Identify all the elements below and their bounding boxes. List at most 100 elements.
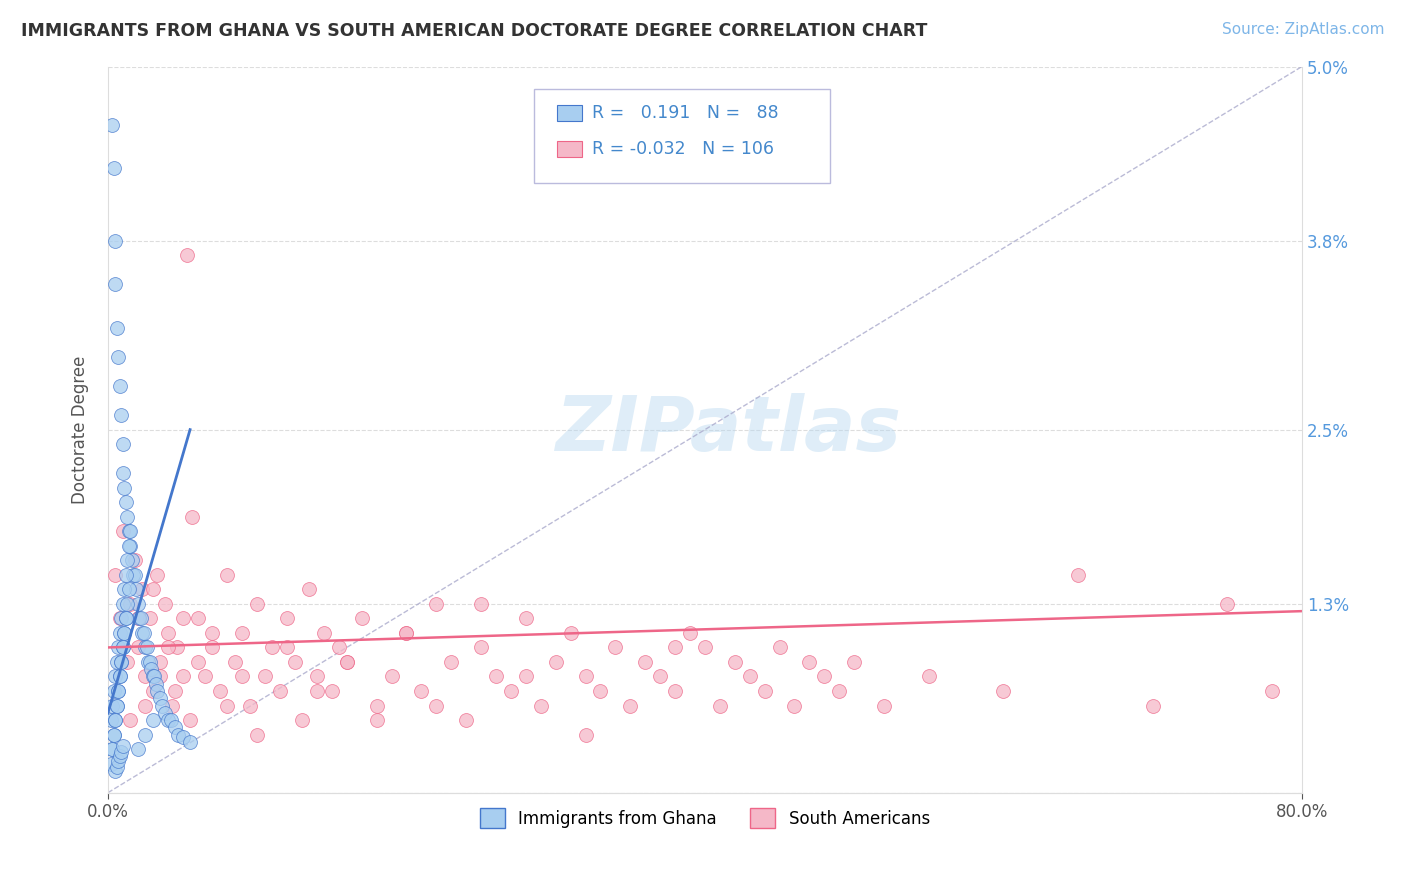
Point [110, 745, 132, 759]
Point [395, 626, 418, 640]
Point [314, 626, 336, 640]
Point [120, 524, 142, 539]
Point [167, 728, 190, 742]
Point [131, 626, 153, 640]
Point [118, 582, 141, 597]
Point [283, 655, 305, 669]
Point [231, 669, 253, 683]
Point [118, 524, 141, 539]
Point [650, 669, 672, 683]
Text: R = -0.032   N = 106: R = -0.032 N = 106 [592, 140, 773, 158]
Point [139, 655, 162, 669]
Point [1216, 597, 1239, 611]
Point [118, 539, 141, 553]
Text: IMMIGRANTS FROM GHANA VS SOUTH AMERICAN DOCTORATE DEGREE CORRELATION CHART: IMMIGRANTS FROM GHANA VS SOUTH AMERICAN … [21, 22, 928, 40]
Point [110, 611, 132, 625]
Point [768, 640, 790, 655]
Text: ZIPatlas: ZIPatlas [555, 392, 901, 467]
Point [470, 597, 492, 611]
Point [110, 408, 132, 422]
Point [485, 669, 508, 683]
Point [134, 698, 156, 713]
Point [104, 567, 127, 582]
Point [111, 524, 134, 539]
Point [127, 742, 149, 756]
Point [108, 611, 131, 625]
Point [156, 640, 179, 655]
Point [145, 677, 167, 691]
Point [298, 582, 321, 597]
Point [105, 698, 128, 713]
Point [179, 713, 201, 727]
Point [201, 640, 224, 655]
Point [127, 597, 149, 611]
Point [104, 713, 127, 727]
Point [149, 691, 172, 706]
Point [111, 739, 134, 754]
Point [165, 684, 187, 698]
Point [813, 669, 835, 683]
Point [336, 655, 359, 669]
Point [110, 655, 132, 669]
Point [128, 611, 150, 625]
Point [605, 640, 627, 655]
Point [411, 684, 433, 698]
Point [117, 553, 139, 567]
Point [112, 481, 135, 495]
Point [470, 640, 492, 655]
Point [515, 611, 537, 625]
Point [269, 684, 291, 698]
Point [246, 597, 269, 611]
Point [142, 582, 165, 597]
Point [120, 539, 142, 553]
Point [104, 669, 127, 683]
Point [101, 742, 124, 756]
Point [120, 597, 142, 611]
Y-axis label: Doctorate Degree: Doctorate Degree [72, 355, 89, 504]
Point [515, 669, 537, 683]
Point [153, 706, 176, 720]
Point [142, 684, 165, 698]
Point [456, 713, 478, 727]
Point [115, 495, 138, 509]
Point [918, 669, 941, 683]
Point [110, 655, 132, 669]
Point [231, 626, 253, 640]
Point [305, 669, 328, 683]
Point [253, 669, 276, 683]
Point [425, 698, 447, 713]
Point [156, 626, 179, 640]
Point [132, 626, 155, 640]
Point [544, 655, 567, 669]
Point [101, 742, 124, 756]
Point [276, 611, 298, 625]
Point [129, 611, 152, 625]
Point [336, 655, 359, 669]
Point [239, 698, 262, 713]
Point [107, 640, 129, 655]
Point [134, 728, 156, 742]
Point [103, 728, 125, 742]
Point [799, 655, 821, 669]
Point [754, 684, 776, 698]
Point [574, 669, 596, 683]
Point [142, 669, 165, 683]
Point [574, 728, 596, 742]
Point [134, 640, 156, 655]
Point [709, 698, 731, 713]
Point [108, 379, 131, 393]
Point [105, 759, 128, 773]
Point [180, 509, 202, 524]
Point [107, 684, 129, 698]
Point [1067, 567, 1090, 582]
Point [738, 669, 761, 683]
Point [160, 698, 183, 713]
Point [276, 640, 298, 655]
Point [117, 655, 139, 669]
Point [104, 234, 127, 248]
Point [589, 684, 612, 698]
Point [291, 713, 314, 727]
Point [103, 161, 125, 176]
Point [156, 713, 179, 727]
Point [111, 640, 134, 655]
